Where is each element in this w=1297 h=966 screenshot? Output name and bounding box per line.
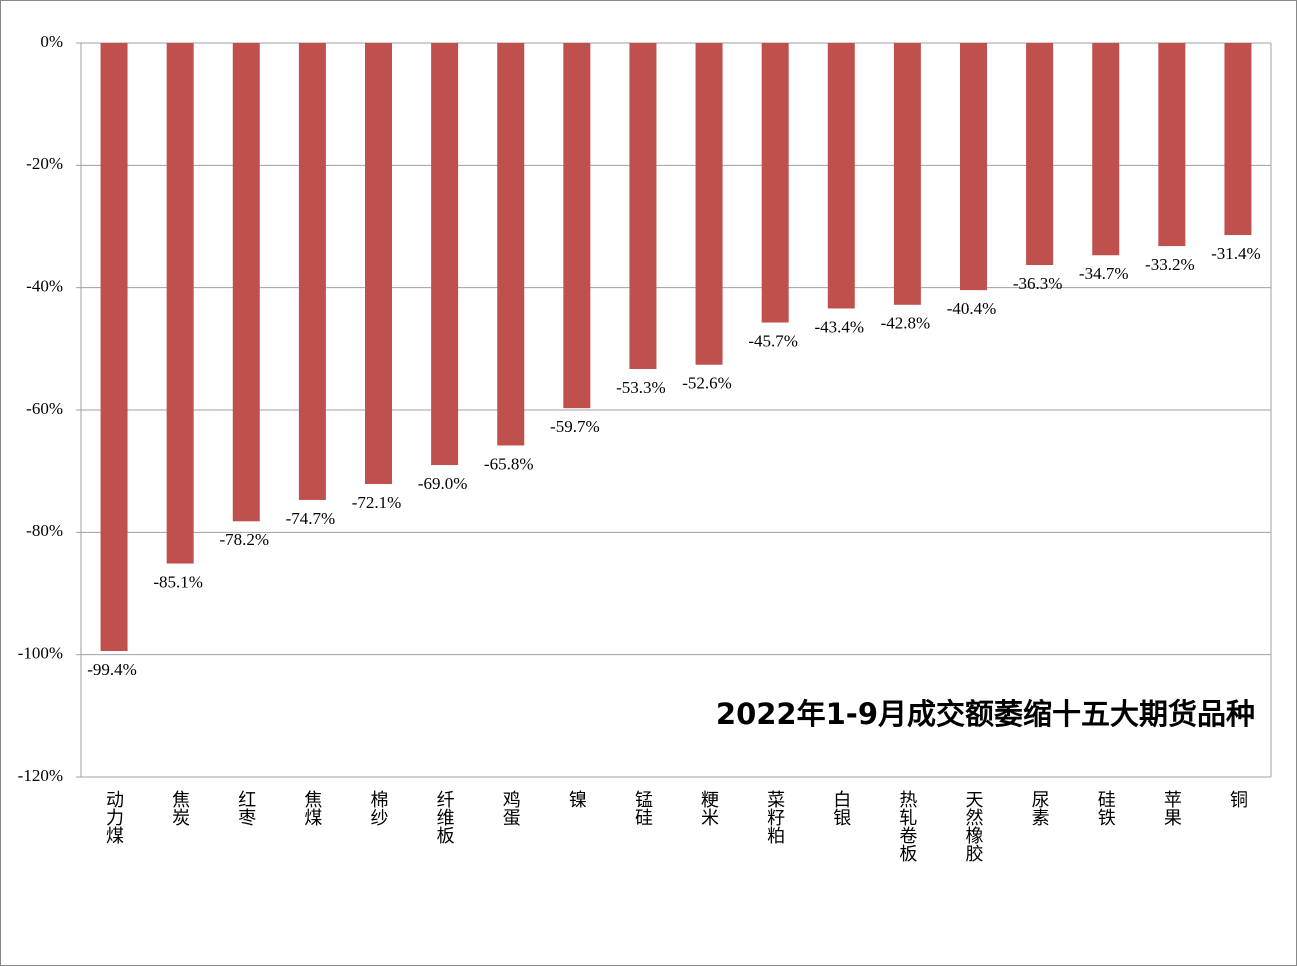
bar [893, 43, 921, 305]
value-label: -43.4% [814, 317, 864, 336]
x-tick-label: 尿素 [1030, 790, 1050, 826]
x-tick-label: 菜籽粕 [765, 790, 785, 844]
x-tick-label: 焦煤 [302, 790, 322, 826]
bar [298, 43, 326, 500]
chart-title: 2022年1-9月成交额萎缩十五大期货品种 [716, 697, 1255, 731]
x-tick-label: 焦炭 [170, 790, 190, 826]
bar [365, 43, 392, 485]
value-label: -74.7% [286, 509, 336, 528]
value-label: -33.2% [1145, 255, 1195, 274]
value-label: -69.0% [418, 474, 468, 493]
x-tick-label: 天然橡胶 [964, 790, 984, 862]
bar [1026, 43, 1054, 266]
value-label: -34.7% [1079, 264, 1129, 283]
y-tick-label: -80% [26, 521, 63, 540]
value-label: -45.7% [748, 331, 798, 350]
bar [1224, 43, 1252, 236]
value-label: -72.1% [352, 493, 402, 512]
x-tick-label: 镍 [567, 790, 587, 808]
value-label: -53.3% [616, 378, 666, 397]
y-tick-label: -40% [26, 277, 63, 296]
bar [497, 43, 525, 446]
value-label: -31.4% [1211, 244, 1261, 263]
x-tick-label: 硅铁 [1096, 790, 1116, 826]
x-tick-label: 红枣 [236, 790, 256, 826]
bar [629, 43, 657, 370]
bar [761, 43, 789, 323]
x-tick-label: 鸡蛋 [501, 790, 521, 827]
x-tick-label: 热轧卷板 [897, 790, 917, 862]
y-tick-label: -20% [26, 154, 63, 173]
bar [1158, 43, 1186, 247]
bar [100, 43, 128, 651]
x-tick-label: 动力煤 [104, 790, 124, 844]
x-tick-label: 苹果 [1162, 790, 1182, 826]
x-tick-label: 粳米 [699, 790, 719, 826]
value-label: -78.2% [219, 530, 269, 549]
value-label: -85.1% [153, 572, 203, 591]
y-tick-label: -100% [18, 644, 63, 663]
x-tick-label: 白银 [831, 790, 851, 826]
y-tick-label: -120% [18, 766, 63, 785]
x-tick-label: 纤维板 [435, 790, 455, 844]
bar [695, 43, 723, 365]
y-tick-label: 0% [40, 32, 63, 51]
x-tick-label: 棉纱 [369, 790, 389, 826]
value-label: -42.8% [881, 314, 931, 333]
bar [1092, 43, 1120, 256]
bar [827, 43, 855, 309]
value-label: -36.3% [1013, 274, 1063, 293]
value-label: -40.4% [947, 299, 997, 318]
value-label: -99.4% [87, 660, 137, 679]
bar [563, 43, 591, 409]
x-tick-label: 铜 [1228, 790, 1248, 809]
y-tick-label: -60% [26, 399, 63, 418]
bar [431, 43, 459, 466]
bar [166, 43, 194, 564]
value-label: -65.8% [484, 454, 534, 473]
value-label: -52.6% [682, 374, 732, 393]
value-label: -59.7% [550, 417, 600, 436]
bar [960, 43, 987, 291]
x-tick-label: 锰硅 [633, 790, 653, 826]
bar [232, 43, 260, 522]
